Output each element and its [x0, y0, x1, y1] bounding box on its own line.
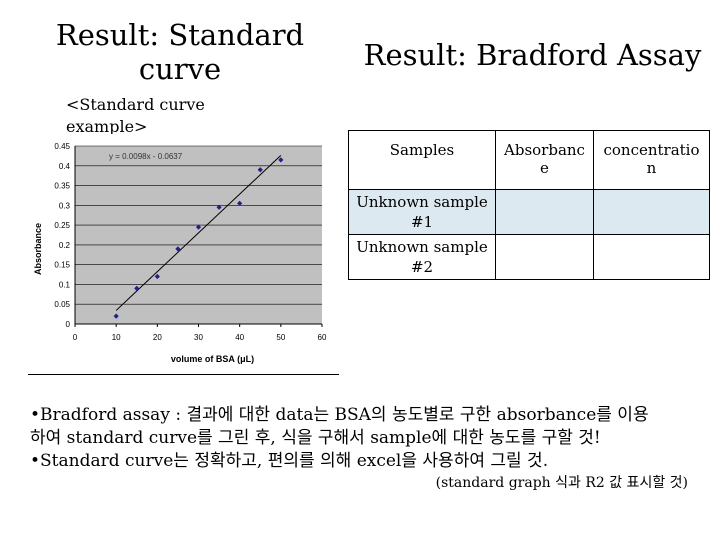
chart-divider: [28, 374, 339, 375]
sample-name: Unknown sample #2: [356, 238, 488, 276]
instructions: •Bradford assay : 결과에 대한 data는 BSA의 농도별로…: [30, 404, 710, 493]
x-tick-label: 40: [235, 333, 244, 342]
y-tick-label: 0.1: [59, 280, 71, 289]
header-samples-text: Samples: [389, 141, 455, 159]
data-point: [237, 200, 243, 206]
header-absorbance: Absorbanc e: [495, 130, 594, 190]
axes: [74, 146, 323, 327]
absorbance-cell: [495, 234, 594, 280]
instruction-line: •Standard curve는 정확하고, 편의를 의해 excel을 사용하…: [30, 451, 549, 471]
sample-name: Unknown sample #1: [356, 193, 488, 231]
slide-title-line2: curve: [138, 52, 222, 86]
table-row: Unknown sample #1: [348, 189, 710, 235]
plot-area: [75, 146, 322, 324]
concentration-cell: [593, 234, 710, 280]
header-concentration: concentratio n: [593, 130, 710, 190]
header-absorbance-text: Absorbanc e: [504, 141, 585, 177]
y-tick-label: 0.3: [59, 201, 71, 210]
slide-title-standard-curve: Result: Standard curve: [40, 18, 320, 86]
x-tick-labels: 0 10 20 30 40 50 60: [73, 333, 327, 342]
y-tick-label: 0.2: [59, 241, 71, 250]
data-point: [154, 273, 160, 280]
sample-name-cell: Unknown sample #1: [348, 189, 496, 235]
data-point: [257, 167, 263, 173]
x-tick-label: 50: [276, 333, 285, 342]
sample-name-cell: Unknown sample #2: [348, 234, 496, 280]
x-tick-label: 60: [318, 333, 327, 342]
gridlines: [75, 145, 322, 305]
instruction-line: •Bradford assay : 결과에 대한 data는 BSA의 농도별로…: [30, 405, 649, 425]
x-tick-label: 10: [112, 333, 121, 342]
table-header-row: Samples Absorbanc e concentratio n: [348, 130, 710, 190]
example-label-line2: example>: [66, 117, 148, 136]
y-tick-label: 0: [66, 320, 71, 329]
table-row: Unknown sample #2: [348, 234, 710, 280]
y-tick-label: 0.4: [59, 162, 71, 171]
trendline-equation: y = 0.0098x - 0.0637: [109, 152, 183, 161]
y-tick-label: 0.15: [54, 261, 70, 270]
data-point: [134, 285, 140, 291]
y-tick-label: 0.25: [54, 221, 70, 230]
instruction-note: (standard graph 식과 R2 값 표시할 것): [435, 475, 688, 491]
example-label: <Standard curve example>: [66, 94, 266, 138]
concentration-cell: [593, 189, 710, 235]
data-point: [175, 246, 181, 252]
y-tick-label: 0.45: [54, 142, 70, 151]
instruction-line: 하여 standard curve를 그린 후, 식을 구해서 sample에 …: [30, 428, 601, 448]
y-tick-label: 0.05: [54, 300, 70, 309]
slide-title-bradford: Result: Bradford Assay: [363, 38, 702, 72]
standard-curve-chart: 0 0.05 0.1 0.15 0.2 0.25 0.3 0.35 0.4 0.45 0 10 20 3…: [28, 134, 340, 374]
bradford-results-table: Samples Absorbanc e concentratio n Unkno…: [348, 130, 710, 280]
trendline: [115, 155, 282, 311]
y-axis-title: Absorbance: [33, 223, 43, 275]
data-point: [195, 224, 202, 230]
y-tick-label: 0.35: [54, 182, 70, 191]
y-tick-labels: 0 0.05 0.1 0.15 0.2 0.25 0.3 0.35 0.4 0.45: [54, 142, 70, 329]
x-tick-label: 0: [73, 333, 78, 342]
example-label-line1: <Standard curve: [66, 95, 205, 114]
x-tick-label: 30: [194, 333, 203, 342]
x-axis-title: volume of BSA (μL): [171, 354, 254, 364]
header-concentration-text: concentratio n: [603, 141, 700, 177]
absorbance-cell: [495, 189, 594, 235]
x-tick-label: 20: [153, 333, 162, 342]
slide-title-line1: Result: Standard: [55, 18, 305, 52]
header-samples: Samples: [348, 130, 496, 190]
